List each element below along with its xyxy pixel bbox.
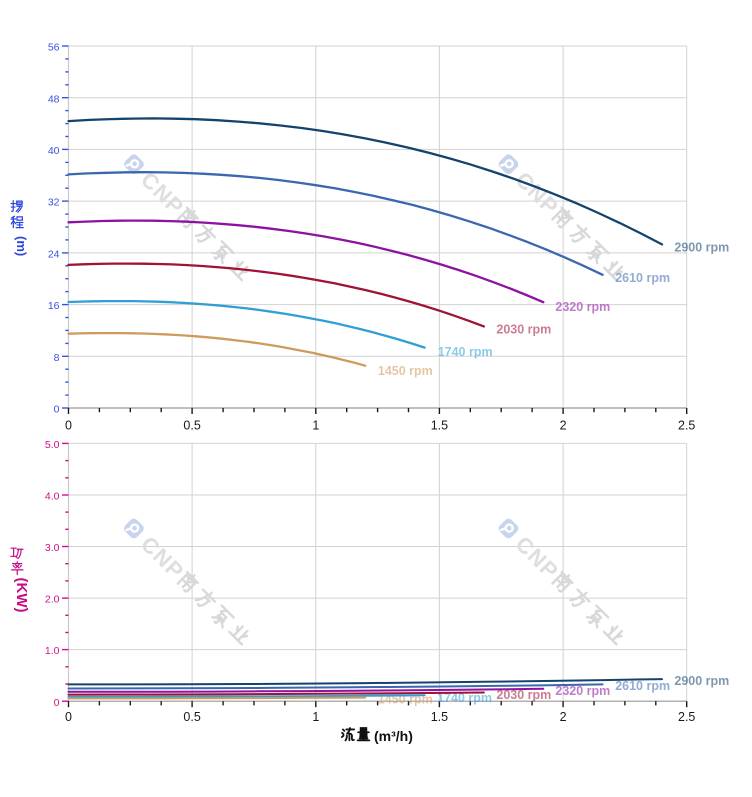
svg-text:3.0: 3.0 (45, 542, 60, 554)
svg-text:1.5: 1.5 (431, 418, 448, 432)
svg-text:8: 8 (54, 352, 60, 364)
svg-text:2: 2 (560, 418, 567, 432)
svg-text:4.0: 4.0 (45, 491, 60, 503)
svg-text:32: 32 (48, 197, 60, 209)
svg-text:2900 rpm: 2900 rpm (674, 674, 729, 688)
svg-text:2030 rpm: 2030 rpm (496, 323, 551, 337)
svg-text:56: 56 (48, 42, 60, 54)
svg-text:1740 rpm: 1740 rpm (437, 691, 492, 705)
svg-text:5.0: 5.0 (45, 439, 60, 451)
svg-text:2320 rpm: 2320 rpm (555, 684, 610, 698)
svg-text:1: 1 (312, 710, 319, 724)
svg-text:0: 0 (65, 418, 72, 432)
svg-text:(KW): (KW) (13, 578, 30, 613)
svg-text:1450 rpm: 1450 rpm (378, 364, 433, 378)
svg-text:2.5: 2.5 (678, 418, 695, 432)
svg-text:1740 rpm: 1740 rpm (438, 345, 493, 359)
svg-text:2: 2 (560, 710, 567, 724)
svg-text:2610 rpm: 2610 rpm (615, 679, 670, 693)
svg-text:48: 48 (48, 93, 60, 105)
svg-text:2030 rpm: 2030 rpm (496, 688, 551, 702)
svg-text:0: 0 (54, 404, 60, 416)
svg-text:2900 rpm: 2900 rpm (674, 241, 729, 255)
svg-text:2.5: 2.5 (678, 710, 695, 724)
svg-text:2.0: 2.0 (45, 594, 60, 606)
svg-text:(m): (m) (14, 236, 29, 256)
svg-text:24: 24 (48, 249, 60, 261)
svg-text:1.0: 1.0 (45, 645, 60, 657)
svg-text:0: 0 (65, 710, 72, 724)
svg-text:2320 rpm: 2320 rpm (555, 300, 610, 314)
svg-text:0: 0 (54, 697, 60, 709)
svg-text:40: 40 (48, 145, 60, 157)
svg-text:(m³/h): (m³/h) (374, 728, 413, 744)
svg-text:1: 1 (312, 418, 319, 432)
svg-text:2610 rpm: 2610 rpm (615, 271, 670, 285)
svg-text:0.5: 0.5 (183, 418, 200, 432)
svg-text:0.5: 0.5 (183, 710, 200, 724)
svg-text:16: 16 (48, 300, 60, 312)
svg-text:1.5: 1.5 (431, 710, 448, 724)
